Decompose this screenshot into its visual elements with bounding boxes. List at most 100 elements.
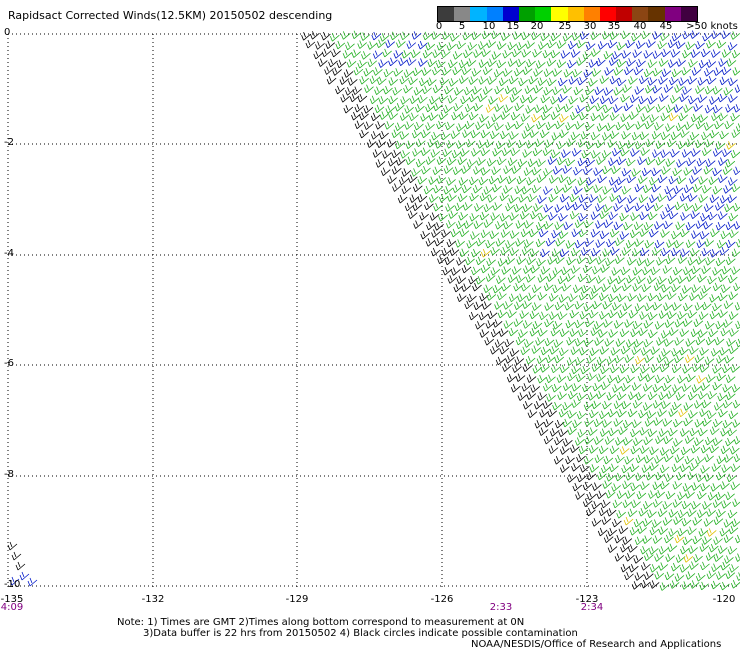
wind-barb: [409, 194, 420, 203]
wind-barb: [619, 212, 629, 222]
wind-barb: [503, 185, 513, 194]
lat-label: 0: [4, 27, 11, 38]
wind-barb: [469, 176, 479, 186]
wind-barb: [631, 32, 641, 42]
wind-barb: [558, 213, 568, 222]
wind-barb: [575, 356, 585, 366]
wind-barb: [399, 131, 410, 140]
wind-barb: [687, 526, 697, 535]
wind-barb: [639, 247, 650, 257]
wind-barb: [671, 68, 682, 78]
wind-barb: [496, 59, 507, 69]
wind-barb: [625, 240, 636, 249]
wind-barb: [685, 41, 696, 50]
wind-barb: [616, 176, 626, 186]
wind-barb: [692, 535, 703, 545]
wind-barb: [483, 203, 494, 213]
wind-barb: [461, 66, 472, 76]
wind-barb: [497, 258, 508, 267]
wind-barb: [537, 195, 547, 204]
wind-barb: [619, 446, 630, 455]
wind-barb: [683, 554, 694, 563]
wind-barb: [438, 193, 449, 203]
wind-barb: [554, 354, 565, 364]
colorbar-swatch: [486, 7, 503, 21]
wind-barb: [550, 364, 561, 374]
wind-barb: [588, 445, 599, 454]
wind-barb: [455, 239, 465, 248]
wind-barb: [736, 238, 740, 248]
wind-barb: [712, 167, 722, 177]
wind-barb: [540, 346, 551, 356]
wind-barb: [552, 401, 562, 411]
wind-barb: [598, 507, 609, 517]
wind-barb: [540, 111, 551, 121]
wind-barb: [468, 76, 479, 85]
wind-barb: [627, 408, 638, 418]
wind-barb: [562, 165, 573, 174]
wind-barb: [478, 311, 489, 321]
wind-barb: [577, 429, 588, 438]
wind-barb: [613, 104, 623, 113]
wind-barb: [713, 553, 724, 562]
wind-barb: [480, 264, 491, 274]
wind-barb: [716, 471, 726, 481]
wind-barb: [448, 78, 459, 87]
wind-barb: [671, 247, 681, 257]
wind-barb: [706, 410, 717, 420]
wind-barb: [583, 401, 594, 411]
wind-barb: [595, 275, 606, 284]
wind-barb: [545, 121, 556, 131]
wind-barb: [691, 284, 702, 293]
wind-barb: [408, 76, 418, 86]
wind-barb: [723, 300, 734, 309]
wind-barb: [675, 554, 686, 563]
wind-barb: [392, 183, 402, 192]
wind-barb: [670, 49, 681, 58]
wind-barb: [711, 112, 721, 121]
wind-barb: [633, 437, 643, 447]
wind-barb: [679, 129, 690, 138]
wind-barb: [548, 293, 559, 302]
wind-barb: [640, 545, 650, 555]
wind-barb: [577, 76, 587, 86]
wind-barb: [687, 309, 698, 319]
wind-barb: [614, 553, 625, 562]
wind-barb: [406, 40, 417, 49]
wind-barb: [713, 516, 724, 525]
wind-barb: [537, 274, 548, 283]
wind-barb: [616, 156, 627, 166]
wind-barb: [704, 104, 715, 114]
lon-label: -132: [141, 594, 165, 605]
wind-barb: [454, 87, 464, 96]
wind-barb: [594, 436, 604, 445]
wind-barb: [718, 273, 728, 283]
wind-barb: [613, 221, 624, 231]
wind-barb: [417, 95, 428, 104]
wind-barb: [577, 273, 588, 283]
wind-barb: [526, 391, 537, 400]
wind-barb: [514, 185, 525, 195]
wind-barb: [413, 87, 424, 96]
wind-barb: [587, 427, 598, 436]
wind-barb: [607, 374, 617, 384]
wind-barb: [486, 158, 497, 167]
wind-barb: [616, 391, 627, 401]
wind-barb: [462, 31, 473, 41]
wind-barb: [438, 111, 449, 120]
wind-barb: [721, 266, 732, 275]
wind-barb: [459, 148, 470, 157]
wind-barb: [715, 222, 726, 231]
wind-barb: [501, 282, 511, 292]
wind-barb: [510, 384, 521, 393]
wind-barb: [586, 507, 596, 517]
wind-barb: [666, 239, 676, 248]
wind-barb: [522, 149, 532, 158]
wind-barb: [647, 96, 658, 105]
wind-barb: [552, 267, 563, 276]
colorbar-label: 0: [435, 21, 443, 32]
wind-barb: [723, 454, 734, 463]
wind-barb: [613, 320, 624, 329]
wind-barb: [375, 121, 385, 130]
wind-barb: [704, 473, 715, 482]
